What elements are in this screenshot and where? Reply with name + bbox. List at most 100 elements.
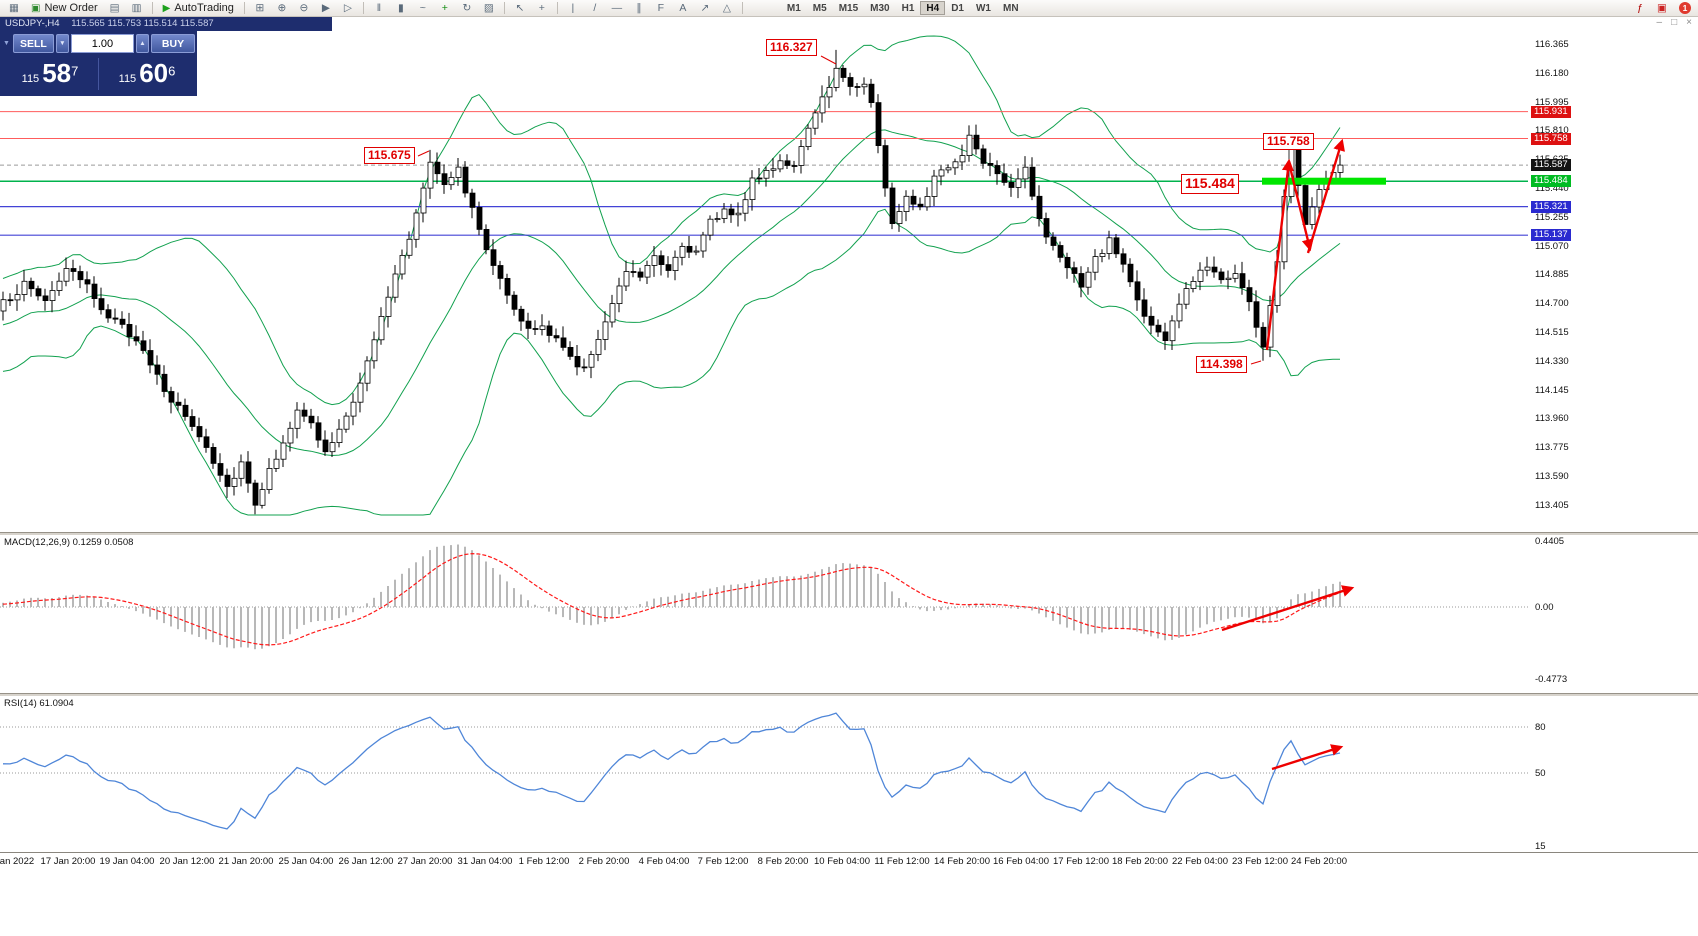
timeframe-h4[interactable]: H4 — [920, 1, 946, 15]
restore-button[interactable]: □ — [1671, 17, 1678, 28]
time-axis-label: 23 Feb 12:00 — [1232, 856, 1288, 867]
crosshair-icon[interactable]: + — [538, 2, 545, 14]
chart-template-icon[interactable]: ▨ — [483, 2, 494, 14]
trend-arrow[interactable] — [1288, 166, 1314, 252]
macd-panel[interactable]: MACD(12,26,9) 0.1259 0.0508 — [0, 535, 1528, 693]
timeframe-m1[interactable]: M1 — [781, 1, 807, 15]
sell-price-int: 115 — [21, 73, 40, 85]
volume-decrease-button[interactable]: ▼ — [55, 34, 69, 53]
window-list-icon[interactable]: ▥ — [131, 2, 142, 14]
price-axis[interactable]: 116.365116.180115.995115.810115.625115.4… — [1528, 17, 1698, 868]
timeframe-mn[interactable]: MN — [997, 1, 1025, 15]
buy-button[interactable]: BUY — [151, 34, 195, 53]
text-icon[interactable]: A — [679, 2, 687, 14]
trend-arrow[interactable] — [1265, 158, 1294, 351]
symbol-label: USDJPY-,H4 — [5, 18, 60, 29]
vertical-line-icon[interactable]: | — [571, 2, 575, 14]
tile-windows-icon[interactable]: ⊞ — [255, 2, 265, 14]
charts-profile-icon[interactable]: ▤ — [109, 2, 120, 14]
panel-separator[interactable] — [0, 532, 1698, 535]
minimize-button[interactable]: – — [1656, 17, 1663, 28]
price-tick-label: 115.070 — [1535, 241, 1569, 252]
price-badge: 115.931 — [1531, 106, 1571, 118]
rsi-line — [2, 712, 1341, 830]
candlestick-chart-icon[interactable]: ▮ — [397, 2, 404, 14]
chart-shift-icon[interactable]: ▷ — [343, 2, 352, 14]
rsi-chart-canvas[interactable] — [0, 696, 1528, 852]
zoom-out-icon[interactable]: ⊖ — [299, 2, 309, 14]
timeframe-d1[interactable]: D1 — [945, 1, 970, 15]
collapse-panel-button[interactable]: ▼ — [3, 40, 10, 47]
cursor-icon[interactable]: ↖ — [515, 2, 525, 14]
rsi-axis-label: 80 — [1535, 722, 1546, 733]
macd-axis-label: 0.4405 — [1535, 536, 1565, 547]
toolbar-separator — [556, 2, 558, 14]
trend-arrow[interactable] — [1221, 585, 1355, 632]
timeframe-m5[interactable]: M5 — [807, 1, 833, 15]
price-annotation[interactable]: 115.758 — [1263, 133, 1314, 150]
shapes-icon[interactable]: △ — [722, 2, 731, 14]
buy-price-pips: 60 — [139, 58, 169, 88]
ohlc-values: 115.565 115.753 115.514 115.587 — [71, 18, 214, 29]
price-tick-label: 114.330 — [1535, 356, 1569, 367]
trend-arrow[interactable] — [1271, 744, 1344, 771]
time-axis-label: 16 Feb 04:00 — [993, 856, 1049, 867]
price-tick-label: 114.145 — [1535, 385, 1569, 396]
timeframe-w1[interactable]: W1 — [970, 1, 997, 15]
autotrading-label: AutoTrading — [174, 2, 234, 14]
green-level-marker[interactable] — [1262, 177, 1386, 185]
price-annotation[interactable]: 114.398 — [1196, 356, 1247, 373]
arrow-tools-icon[interactable]: ↗ — [700, 2, 710, 14]
horizontal-line-icon[interactable]: — — [611, 2, 623, 14]
timeframe-h1[interactable]: H1 — [896, 1, 921, 15]
timeframe-m15[interactable]: M15 — [833, 1, 864, 15]
macd-axis-label: -0.4773 — [1535, 674, 1568, 685]
time-axis-label: 1 Feb 12:00 — [518, 856, 570, 867]
notification-icon[interactable]: 1 — [1679, 2, 1691, 14]
indicators-icon[interactable]: ƒ — [1637, 2, 1643, 14]
sell-price-display[interactable]: 115 587 — [2, 54, 98, 89]
new-chart-icon[interactable]: ▦ — [9, 2, 19, 14]
autotrading-icon: ▶ — [162, 2, 171, 14]
sell-button[interactable]: SELL — [13, 34, 54, 53]
news-icon[interactable]: ▣ — [1657, 2, 1667, 14]
price-annotation[interactable]: 115.675 — [364, 147, 415, 164]
price-tick-label: 113.405 — [1535, 500, 1569, 511]
fibonacci-icon[interactable]: F — [657, 2, 665, 14]
bar-chart-icon[interactable]: ‖ — [376, 2, 382, 14]
price-annotation[interactable]: 116.327 — [766, 39, 817, 56]
timeframe-m30[interactable]: M30 — [864, 1, 895, 15]
time-axis-label: 4 Feb 04:00 — [638, 856, 690, 867]
price-tick-label: 113.590 — [1535, 471, 1569, 482]
chart-window-controls: – □ × — [1657, 17, 1692, 28]
rsi-panel[interactable]: RSI(14) 61.0904 — [0, 696, 1528, 852]
zoom-in-icon[interactable]: ⊕ — [277, 2, 287, 14]
time-axis-label: 8 Feb 20:00 — [757, 856, 809, 867]
buy-price-int: 115 — [118, 73, 137, 85]
trend-arrow[interactable] — [1306, 138, 1345, 254]
refresh-icon[interactable]: ↻ — [462, 2, 472, 14]
price-annotation[interactable]: 115.484 — [1181, 174, 1239, 194]
buy-price-display[interactable]: 115 606 — [99, 54, 195, 89]
volume-increase-button[interactable]: ▲ — [136, 34, 149, 53]
add-indicator-icon[interactable]: + — [441, 2, 448, 14]
auto-scroll-icon[interactable]: ▶ — [321, 2, 330, 14]
new-order-button[interactable]: ▣ New Order — [25, 1, 104, 16]
price-tick-label: 115.440 — [1535, 183, 1569, 194]
main-chart[interactable]: 116.327 115.675 115.758 115.484 114.398 — [0, 17, 1528, 532]
equidistant-channel-icon[interactable]: ∥ — [636, 2, 642, 14]
rsi-axis-label: 50 — [1535, 768, 1546, 779]
close-button[interactable]: × — [1686, 17, 1692, 28]
autotrading-button[interactable]: ▶ AutoTrading — [157, 1, 240, 16]
new-order-icon: ▣ — [31, 2, 41, 14]
price-tick-label: 115.255 — [1535, 212, 1569, 223]
line-chart-icon[interactable]: ~ — [419, 2, 426, 14]
macd-chart-canvas[interactable] — [0, 535, 1528, 693]
time-axis-label: 27 Jan 20:00 — [397, 856, 453, 867]
trendline-icon[interactable]: / — [593, 2, 597, 14]
panel-separator[interactable] — [0, 693, 1698, 696]
macd-histogram — [2, 544, 1341, 650]
volume-input[interactable] — [70, 34, 134, 53]
candlestick-chart-canvas[interactable] — [0, 17, 1528, 532]
